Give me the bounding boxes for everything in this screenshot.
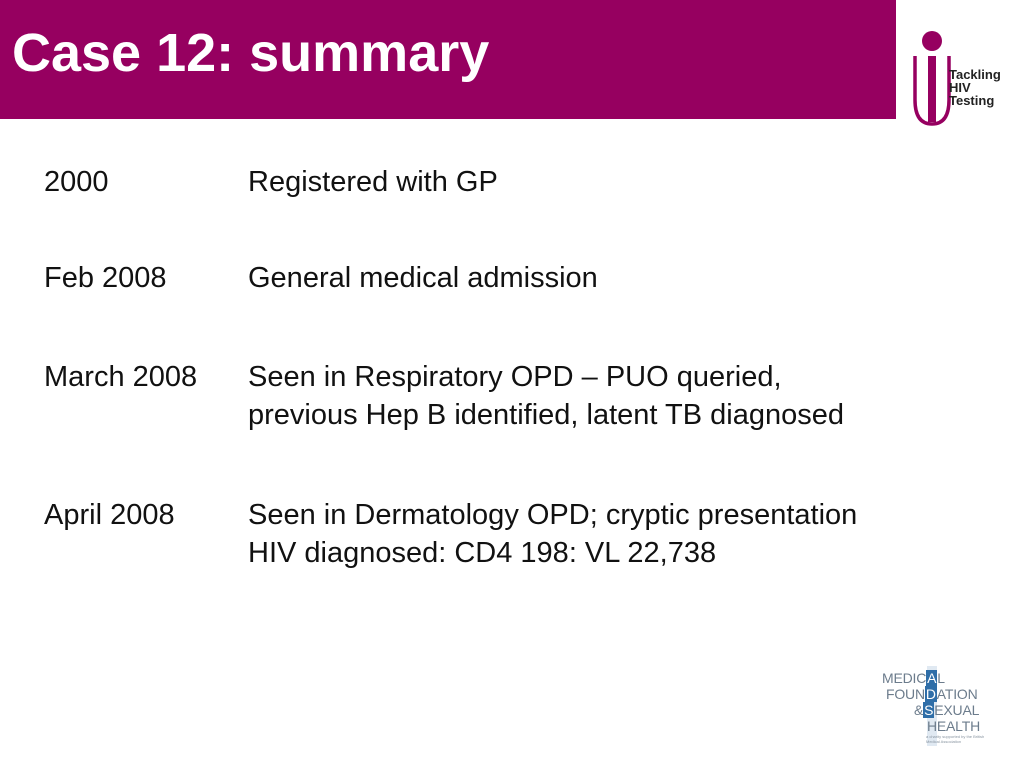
timeline-event-line: previous Hep B identified, latent TB dia… — [248, 399, 844, 431]
timeline-event: Seen in Dermatology OPD; cryptic present… — [248, 496, 988, 572]
logo-text-accent: S — [923, 702, 935, 718]
logo-tagline: a charity supported by the British Medic… — [926, 734, 985, 744]
logo-text: MEDIC — [882, 670, 927, 686]
title-banner: Case 12: summary — [0, 0, 896, 119]
timeline-event: General medical admission — [248, 259, 988, 297]
logo-word-3: Testing — [949, 93, 995, 108]
medfash-logo: MEDICAL FOUNDATION &SEXUAL HEALTH a char… — [880, 662, 1000, 752]
logo-text: HEALTH — [927, 718, 980, 734]
timeline-event-line: HIV diagnosed: CD4 198: VL 22,738 — [248, 537, 717, 569]
logo-text: ATION — [936, 686, 978, 702]
logo-text: EXUAL — [934, 702, 980, 718]
timeline-date: Feb 2008 — [44, 262, 167, 294]
logo-word-2: HIV — [949, 80, 971, 95]
timeline-event-line: Registered with GP — [248, 166, 498, 198]
slide-title: Case 12: summary — [12, 23, 490, 83]
timeline-event-line: Seen in Dermatology OPD; cryptic present… — [248, 499, 858, 531]
timeline-event: Seen in Respiratory OPD – PUO queried, p… — [248, 358, 988, 434]
logo-text-accent: D — [924, 686, 937, 702]
logo-text: FOUN — [886, 686, 925, 702]
timeline-event-line: General medical admission — [248, 262, 598, 294]
logo-word-1: Tackling — [949, 67, 1001, 82]
logo-line-health: HEALTH — [927, 718, 980, 734]
logo-text-accent: A — [926, 670, 938, 686]
logo-line-foundation: FOUNDATION — [886, 686, 978, 702]
logo-text: & — [914, 702, 924, 718]
tackling-hiv-testing-logo-icon — [913, 31, 951, 126]
logo-text: L — [937, 670, 945, 686]
timeline-event: Registered with GP — [248, 163, 988, 201]
logo-line-sexual: &SEXUAL — [914, 702, 979, 718]
logo-line-medical: MEDICAL — [882, 670, 945, 686]
timeline-event-line: Seen in Respiratory OPD – PUO queried, — [248, 361, 782, 393]
logo-wordmark: Tackling HIV Testing — [949, 68, 1001, 107]
timeline-date: 2000 — [44, 166, 109, 198]
tackling-hiv-testing-logo: Tackling HIV Testing — [905, 28, 1023, 128]
timeline-date: April 2008 — [44, 499, 175, 531]
timeline-date: March 2008 — [44, 361, 198, 393]
